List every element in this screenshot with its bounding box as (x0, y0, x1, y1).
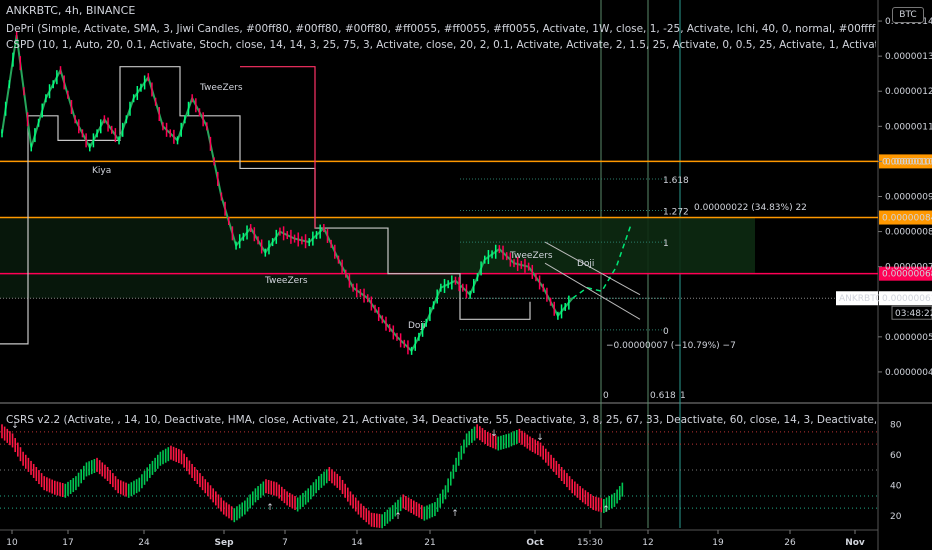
annotation-kaiya: Kiya (92, 166, 111, 176)
price-series[interactable] (0, 31, 641, 355)
osc-signal-arrow: ↓ (11, 421, 19, 431)
y-tick-label: 0.00000040 (885, 368, 932, 378)
x-tick-label: 24 (138, 538, 150, 548)
osc-y-tick-label: 20 (890, 512, 902, 522)
price-symbol-label: ANKRBTC (839, 294, 881, 304)
x-tick-label: 7 (282, 538, 288, 548)
osc-y-tick-label: 80 (890, 420, 902, 430)
x-tick-label: 17 (62, 538, 73, 548)
annotation-fib-0: 0 (663, 327, 669, 337)
x-tick-label: Oct (526, 538, 544, 548)
step-trend-line (0, 66, 531, 345)
price-line (1, 34, 574, 353)
osc-signal-arrow: ↑ (602, 505, 610, 515)
symbol-title[interactable]: ANKRBTC, 4h, BINANCE (6, 4, 136, 17)
osc-y-tick-label: 40 (890, 481, 902, 491)
annotations: ANKRBTC 0.00000061 03:48:22 1.618 1.272 1 0 0 0.… (92, 83, 932, 401)
indicator-depri-legend[interactable]: DePri (Simple, Activate, SMA, 3, Jiwi Ca… (6, 23, 876, 35)
level-tag-label: 0.00000100 (882, 157, 932, 167)
annotation-fib-1: 1 (663, 239, 669, 249)
annotation-fib-0618: 0.618 (650, 391, 676, 401)
level-tag-label: 0.00000068 (882, 270, 932, 280)
current-price-tag (879, 291, 932, 306)
osc-signal-arrow: ↑ (266, 503, 274, 513)
annotation-fib-1272: 1.272 (663, 208, 689, 218)
osc-signal-arrow: ↑ (394, 512, 402, 522)
annotation-tweezers-3: TweeZers (509, 251, 553, 261)
osc-y-tick-label: 60 (890, 451, 902, 461)
horizontal-levels: 0.00000100 0.00000084 0.00000068 (0, 154, 932, 331)
target-zone (460, 217, 755, 274)
annotation-fib-1618: 1.618 (663, 176, 689, 186)
channel-lower (544, 262, 641, 320)
countdown-box (891, 305, 932, 320)
indicator-cspd-legend[interactable]: CSPD (10, 1, Auto, 20, 0.1, Activate, St… (6, 39, 876, 51)
x-tick-label: 19 (712, 538, 724, 548)
level-tag (879, 210, 932, 225)
currency-badge[interactable]: BTC (892, 7, 924, 23)
annotation-fib-0-bottom: 0 (603, 391, 609, 401)
x-tick-label: 10 (6, 538, 18, 548)
x-tick-label: 14 (351, 538, 363, 548)
annotation-fib-1-bottom: 1 (680, 391, 686, 401)
x-tick-label: 15:30 (577, 538, 603, 548)
oscillator-series[interactable]: ↑ ↑ ↑ ↑ ↓ ↓ ↓ (0, 421, 878, 529)
x-tick-label: 26 (784, 538, 796, 548)
current-price-label: 0.00000061 (882, 294, 932, 304)
level-tag-label: 0.00000084 (882, 214, 932, 224)
projection-line (572, 224, 632, 299)
countdown-label: 03:48:22 (895, 309, 932, 319)
red-step-line (240, 66, 316, 229)
annotation-tweezers-2: TweeZers (264, 276, 308, 286)
level-tag (879, 266, 932, 281)
x-tick-label: 21 (424, 538, 435, 548)
annotation-measure-down: −0.00000007 (−10.79%) −7 (606, 341, 736, 351)
annotation-doji-2: Doji (577, 259, 594, 269)
price-symbol-tag (836, 291, 878, 306)
osc-signal-arrow: ↑ (451, 509, 459, 519)
green-zone (0, 217, 460, 299)
osc-signal-arrow: ↓ (490, 429, 498, 439)
x-tick-label: Nov (845, 538, 865, 548)
annotation-tweezers-1: TweeZers (199, 83, 243, 93)
osc-signal-arrow: ↓ (536, 433, 544, 443)
channel-upper (544, 241, 641, 296)
x-tick-label: 12 (642, 538, 653, 548)
x-tick-label: Sep (214, 538, 234, 548)
annotation-doji-1: Doji (408, 321, 425, 331)
oscillator-legend[interactable]: CSRS v2.2 (Activate, , 14, 10, Deactivat… (6, 414, 876, 426)
y-tick-label: 0.00000100 (885, 157, 932, 167)
annotation-measure-up: 0.00000022 (34.83%) 22 (694, 203, 807, 213)
level-tag (879, 154, 932, 169)
